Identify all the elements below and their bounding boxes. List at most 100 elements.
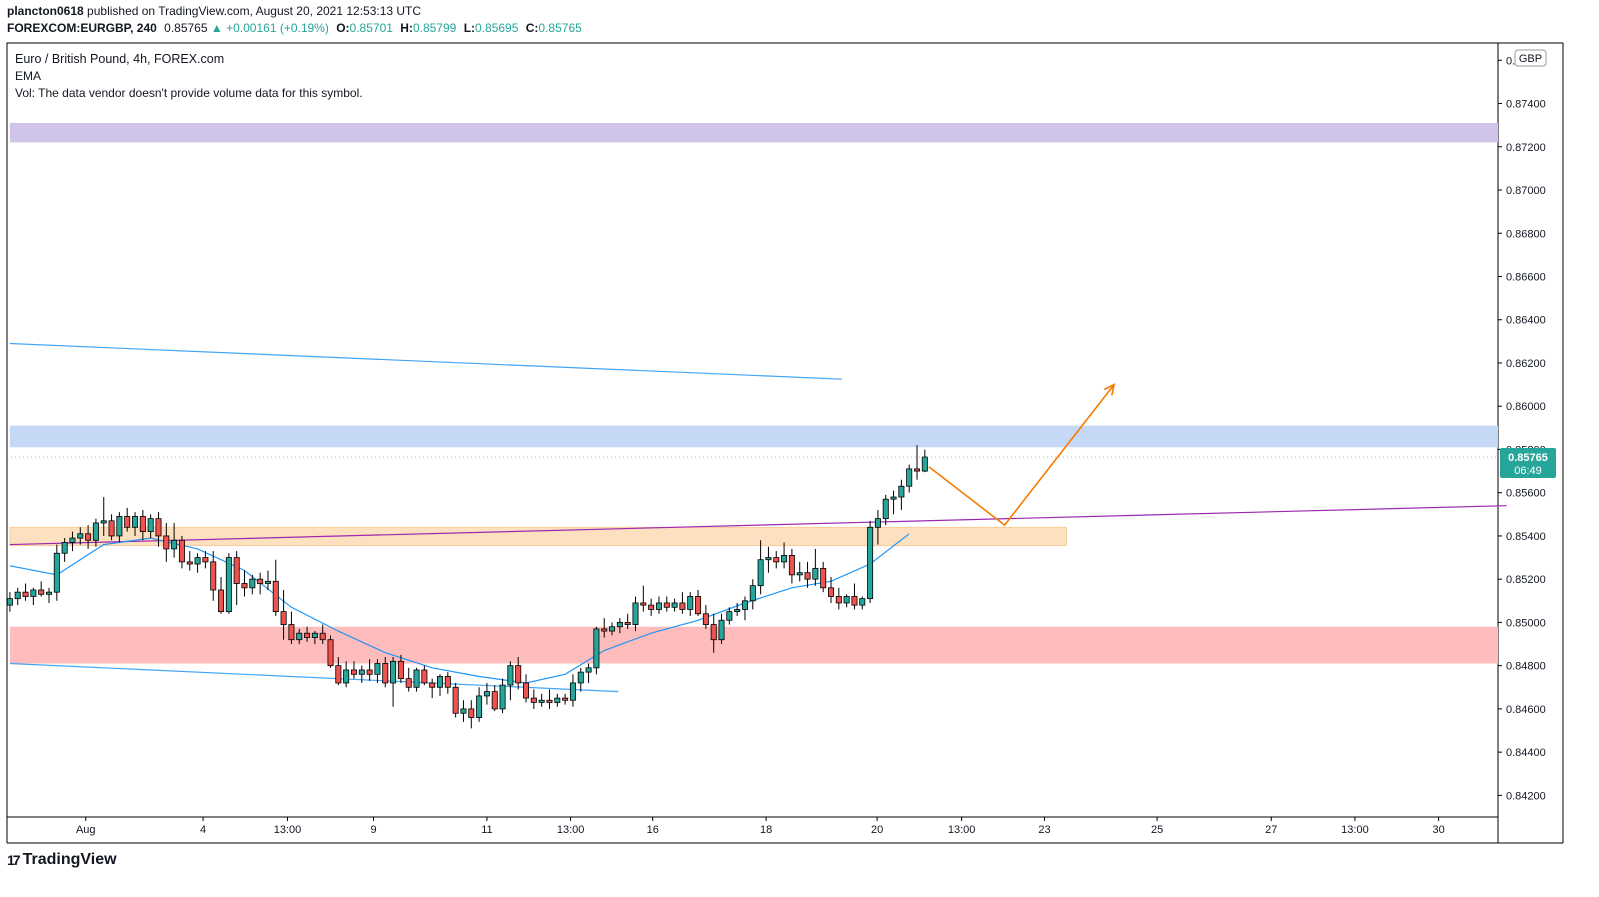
candle[interactable] [468,700,475,729]
candle[interactable] [655,596,662,614]
candle[interactable] [444,672,451,694]
candle[interactable] [397,654,404,683]
candle[interactable] [421,665,428,686]
purple-trendline[interactable] [9,505,1507,546]
candle[interactable] [304,626,311,642]
candle[interactable] [812,548,819,586]
candle[interactable] [530,689,537,709]
candle[interactable] [663,596,670,612]
candle[interactable] [296,628,303,645]
candle[interactable] [804,561,811,588]
candle[interactable] [507,661,514,701]
legend-ema[interactable]: EMA [15,69,42,83]
candle[interactable] [30,587,37,606]
candle[interactable] [124,507,131,532]
candle[interactable] [61,538,68,562]
candle[interactable] [874,509,881,545]
candle[interactable] [569,674,576,707]
candle[interactable] [538,693,545,707]
candle[interactable] [726,607,733,625]
candle[interactable] [820,561,827,593]
candle[interactable] [108,514,115,541]
projection-path[interactable] [928,384,1115,527]
candle[interactable] [6,592,13,612]
trendline-upper[interactable] [9,342,842,380]
candle[interactable] [429,678,436,699]
candle[interactable] [515,657,522,690]
candle[interactable] [460,700,467,722]
candle[interactable] [851,583,858,610]
candle[interactable] [116,512,123,543]
candle[interactable] [796,561,803,582]
candle[interactable] [264,570,271,590]
tradingview-logo[interactable]: 17 TradingView [7,851,117,869]
candle[interactable] [436,674,443,696]
candle[interactable] [835,587,842,610]
trendline-lower[interactable] [9,662,619,693]
candle[interactable] [609,622,616,636]
candle[interactable] [311,631,318,645]
candle[interactable] [327,635,334,668]
candle[interactable] [343,661,350,688]
candle[interactable] [46,587,53,603]
candle[interactable] [413,667,420,692]
candle[interactable] [898,479,905,510]
candle[interactable] [632,596,639,632]
currency-badge[interactable] [1514,49,1547,67]
zone-red[interactable] [9,626,1498,664]
candle[interactable] [194,553,201,573]
candle[interactable] [593,626,600,675]
candle[interactable] [546,689,553,709]
candle[interactable] [335,657,342,686]
candle[interactable] [210,551,217,601]
zone-blue[interactable] [9,425,1498,448]
candle[interactable] [202,551,209,569]
candle[interactable] [405,667,412,692]
candle[interactable] [914,445,921,480]
legend-volume[interactable]: Vol: The data vendor doesn't provide vol… [15,86,363,100]
candle[interactable] [906,464,913,493]
candle[interactable] [319,624,326,645]
candle[interactable] [69,531,76,552]
candle[interactable] [452,682,459,718]
candle[interactable] [562,693,569,705]
candle[interactable] [890,490,897,515]
candle[interactable] [178,535,185,569]
candle[interactable] [358,665,365,683]
candle[interactable] [225,553,232,614]
candle[interactable] [14,587,21,606]
candle[interactable] [85,525,92,549]
candle[interactable] [773,551,780,569]
candle[interactable] [22,583,29,601]
candle[interactable] [679,592,686,614]
candle[interactable] [257,572,264,595]
candle[interactable] [38,581,45,597]
candle[interactable] [233,551,240,606]
candle[interactable] [53,544,60,601]
candle[interactable] [272,559,279,616]
candle[interactable] [499,678,506,714]
candle[interactable] [132,512,139,536]
candle[interactable] [100,497,107,536]
candle[interactable] [280,589,287,640]
zone-purple[interactable] [9,122,1498,143]
candle[interactable] [765,546,772,573]
candle[interactable] [476,687,483,722]
candle[interactable] [734,602,741,616]
candle[interactable] [366,659,373,681]
candle[interactable] [757,540,764,595]
candle[interactable] [374,659,381,683]
candle[interactable] [741,596,748,621]
candle[interactable] [92,518,99,547]
candle[interactable] [859,596,866,610]
candle[interactable] [483,682,490,705]
candle[interactable] [139,509,146,541]
candle[interactable] [687,592,694,616]
candle[interactable] [77,527,84,545]
candle[interactable] [390,657,397,707]
candle[interactable] [241,570,248,597]
candle[interactable] [718,613,725,645]
candle[interactable] [171,522,178,558]
legend-title[interactable]: Euro / British Pound, 4h, FOREX.com [15,52,225,66]
